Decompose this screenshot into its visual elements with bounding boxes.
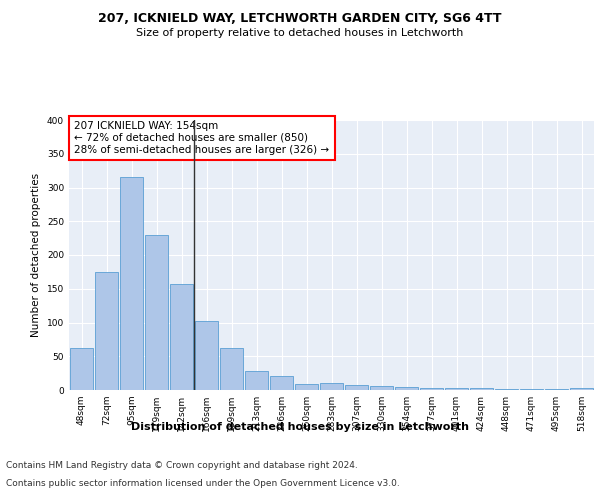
Bar [170, 284, 193, 390]
Bar [445, 388, 468, 390]
Bar [320, 383, 343, 390]
Bar [370, 386, 393, 390]
Bar [495, 388, 518, 390]
Bar [345, 384, 368, 390]
Bar [270, 376, 293, 390]
Text: 207 ICKNIELD WAY: 154sqm
← 72% of detached houses are smaller (850)
28% of semi-: 207 ICKNIELD WAY: 154sqm ← 72% of detach… [74, 122, 329, 154]
Bar [420, 388, 443, 390]
Bar [120, 178, 143, 390]
Bar [295, 384, 318, 390]
Bar [95, 272, 118, 390]
Bar [395, 388, 418, 390]
Bar [470, 388, 493, 390]
Y-axis label: Number of detached properties: Number of detached properties [31, 173, 41, 337]
Bar [570, 388, 593, 390]
Bar [145, 235, 168, 390]
Text: Distribution of detached houses by size in Letchworth: Distribution of detached houses by size … [131, 422, 469, 432]
Text: Size of property relative to detached houses in Letchworth: Size of property relative to detached ho… [136, 28, 464, 38]
Bar [70, 348, 93, 390]
Text: Contains HM Land Registry data © Crown copyright and database right 2024.: Contains HM Land Registry data © Crown c… [6, 461, 358, 470]
Bar [220, 348, 243, 390]
Bar [245, 371, 268, 390]
Bar [545, 388, 568, 390]
Text: 207, ICKNIELD WAY, LETCHWORTH GARDEN CITY, SG6 4TT: 207, ICKNIELD WAY, LETCHWORTH GARDEN CIT… [98, 12, 502, 26]
Text: Contains public sector information licensed under the Open Government Licence v3: Contains public sector information licen… [6, 478, 400, 488]
Bar [195, 321, 218, 390]
